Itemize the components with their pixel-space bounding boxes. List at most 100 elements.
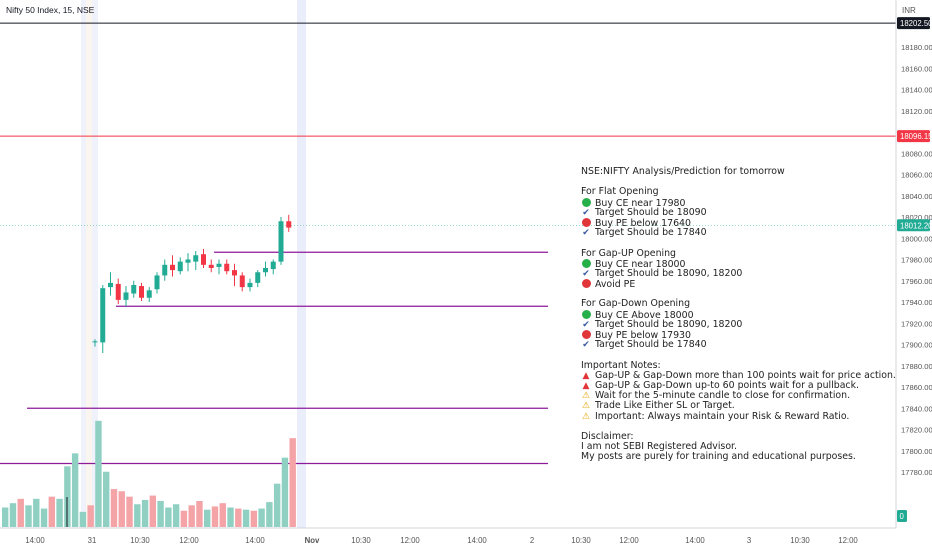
candle-9	[162, 259, 168, 281]
candle-6	[139, 282, 144, 301]
volume-bar-36	[281, 457, 289, 527]
notes-item-text: Gap-UP & Gap-Down up-to 60 points wait f…	[595, 379, 859, 391]
candle-13	[193, 251, 199, 271]
green-circle-icon	[581, 197, 591, 209]
candle-10	[170, 255, 175, 277]
red-triangle-icon: ▲	[582, 380, 590, 391]
candle-12	[185, 253, 191, 272]
volume-bar-15	[118, 491, 125, 527]
candle-3	[115, 278, 121, 305]
notes-item: ✔ Target Should be 18090, 18200	[581, 318, 896, 330]
notes-item-text: Target Should be 17840	[595, 339, 707, 351]
candle-15	[208, 259, 214, 273]
resistance-line-tag-bg	[897, 130, 930, 143]
volume-bar-37	[289, 438, 296, 527]
candle-8	[154, 272, 160, 294]
volume-bar-14	[110, 489, 118, 527]
x-tick-11: 12:00	[619, 536, 639, 545]
candle-20	[247, 278, 253, 292]
volume-bar-17	[134, 504, 141, 527]
volume-bar-20	[157, 501, 164, 527]
warning-icon: ⚠	[581, 401, 591, 412]
notes-item-text: Target Should be 17840	[595, 227, 707, 239]
notes-item: Buy CE Above 18000	[581, 309, 896, 320]
notes-section-2: For Gap-Down Opening Buy CE Above 18000 ✔ T…	[581, 299, 896, 350]
notes-item: Avoid PE	[581, 279, 896, 291]
notes-item: ▲ Gap-UP & Gap-Down up-to 60 points wait …	[581, 379, 896, 391]
x-tick-0: 14:00	[25, 536, 45, 545]
volume-bar-3	[25, 505, 32, 527]
notes-item-text: Avoid PE	[595, 279, 636, 291]
notes-item-text: Target Should be 18090, 18200	[595, 318, 743, 330]
volume-bar-18	[141, 499, 149, 527]
notes-item-text: Buy CE near 18000	[595, 258, 686, 270]
y-tick-5: 18060.00	[901, 171, 932, 180]
notes-item-text: Important: Always maintain your Risk & R…	[595, 410, 850, 422]
time-axis: 14:00 31 10:30 12:00 14:00 Nov 10:30 12:00 14:00…	[25, 536, 858, 545]
notes-item-text: Buy CE near 17980	[595, 197, 686, 209]
volume-bar-30	[235, 508, 242, 527]
notes-section-3: Important Notes: ▲ Gap-UP & Gap-Down more …	[581, 360, 896, 422]
notes-section-4: Disclaimer: I am not SEBI Registered Advi…	[581, 431, 896, 463]
y-tick-18: 17800.00	[901, 447, 932, 456]
warning-icon: ⚠	[581, 411, 591, 422]
red-circle-icon	[581, 279, 591, 290]
candle-17	[224, 259, 230, 275]
x-tick-14: 10:30	[790, 536, 810, 545]
notes-item: ✔ Target Should be 18090, 18200	[581, 268, 896, 279]
candle-7	[146, 287, 152, 302]
y-tick-10: 17960.00	[901, 277, 932, 286]
candle-18	[232, 263, 237, 287]
price-axis: 18180.00 18160.00 18140.00 18120.00 18080.00…	[901, 43, 932, 477]
volume-bar-21	[165, 507, 172, 527]
x-tick-10: 10:30	[571, 536, 591, 545]
volume-bar-25	[196, 501, 203, 527]
volume-bar-5	[40, 508, 48, 527]
volume-bar-2	[17, 498, 24, 527]
y-tick-15: 17860.00	[901, 383, 932, 392]
notes-item: ✔ Target Should be 18090	[581, 207, 896, 218]
green-circle-icon	[581, 258, 591, 270]
y-tick-0: 18180.00	[901, 43, 932, 52]
volume-bar-33	[258, 508, 265, 527]
notes-item: Buy CE near 18000	[581, 258, 896, 270]
notes-item: I am not SEBI Registered Advisor.	[581, 441, 896, 453]
volume-bar-29	[227, 507, 234, 527]
y-tick-6: 18040.00	[901, 192, 932, 201]
x-tick-13: 3	[747, 536, 751, 545]
candle-4	[123, 286, 129, 307]
price-tags: 18202.50 18096.15 18012.20 0	[897, 17, 932, 522]
volume-bar-22	[172, 504, 180, 527]
x-tick-3: 12:00	[179, 536, 199, 545]
last-price-tag: 18012.20	[900, 221, 932, 230]
high-line-tag-bg	[897, 17, 930, 30]
volume-bar-27	[211, 506, 219, 527]
volume-bar-34	[266, 502, 273, 527]
x-tick-1: 31	[88, 536, 97, 545]
volume-bar-9	[71, 453, 79, 527]
check-icon: ✔	[582, 268, 590, 279]
red-triangle-icon: ▲	[582, 370, 590, 381]
volume-bar-13	[103, 471, 110, 527]
notes-item-text: I am not SEBI Registered Advisor.	[581, 441, 738, 453]
y-tick-9: 17980.00	[901, 256, 932, 265]
session-band-nov1	[297, 0, 306, 528]
volume-bar-4	[33, 498, 40, 527]
check-icon: ✔	[582, 228, 590, 239]
check-icon: ✔	[582, 207, 590, 218]
notes-item: ⚠ Important: Always maintain your Risk & …	[581, 410, 896, 422]
notes-item: ✔ Target Should be 17840	[581, 227, 896, 239]
check-icon: ✔	[582, 319, 590, 330]
currency-label: INR	[902, 6, 916, 15]
analysis-notes: NSE:NIFTY Analysis/Prediction for tomorr…	[581, 166, 896, 473]
volume-bar-19	[149, 495, 157, 527]
candle-19	[239, 272, 245, 292]
resistance-line-tag: 18096.15	[900, 132, 932, 141]
warning-icon: ⚠	[581, 391, 591, 402]
x-tick-5: Nov	[305, 536, 320, 545]
y-tick-14: 17880.00	[901, 362, 932, 371]
candle-23	[270, 259, 276, 275]
horizontal-levels	[0, 22, 896, 465]
volume-bar-10	[79, 511, 87, 527]
